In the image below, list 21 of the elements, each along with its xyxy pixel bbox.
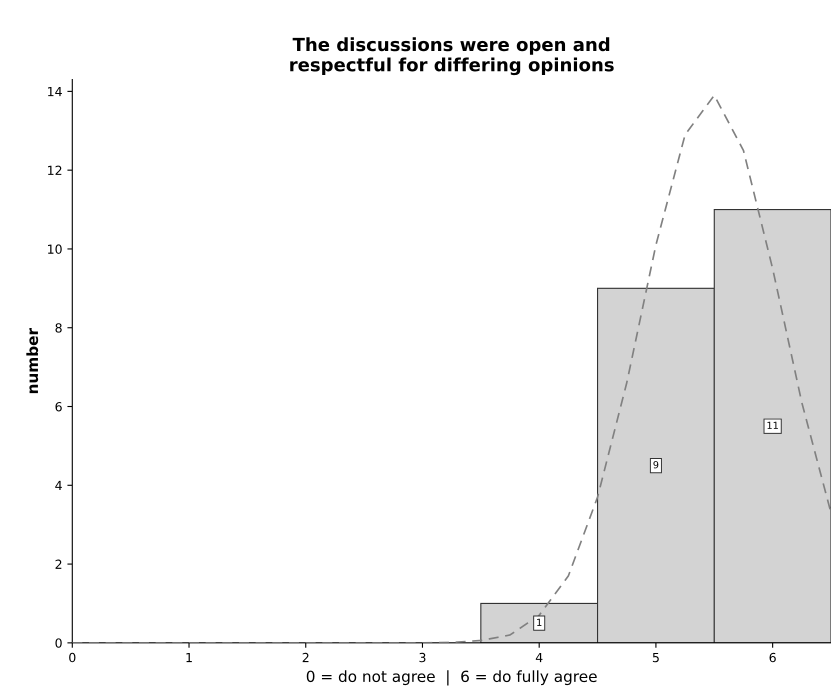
x-axis-title: 0 = do not agree | 6 = do fully agree — [306, 670, 597, 686]
data-label: 1 — [537, 618, 542, 626]
y-tick-label: 8 — [55, 323, 62, 333]
x-tick-label: 5 — [652, 652, 659, 662]
x-tick-label: 4 — [536, 652, 542, 662]
y-tick-label: 14 — [48, 87, 62, 96]
x-tick-label: 6 — [770, 652, 776, 662]
data-label: 9 — [653, 461, 658, 468]
y-tick-label: 2 — [56, 560, 62, 569]
y-tick-label: 4 — [55, 480, 62, 490]
x-tick-label: 3 — [419, 652, 426, 662]
y-tick-label: 10 — [48, 244, 62, 254]
x-tick-label: 2 — [302, 652, 308, 662]
y-tick-label: 12 — [48, 166, 62, 175]
data-label: 11 — [768, 422, 778, 429]
x-tick-label: 1 — [186, 652, 192, 662]
y-tick-label: 0 — [55, 638, 62, 648]
y-axis-title: number — [26, 328, 38, 394]
x-tick-label: 0 — [69, 652, 76, 662]
y-tick-label: 6 — [55, 402, 62, 412]
chart-title: The discussions were open and respectful for differing opinions — [290, 37, 614, 76]
